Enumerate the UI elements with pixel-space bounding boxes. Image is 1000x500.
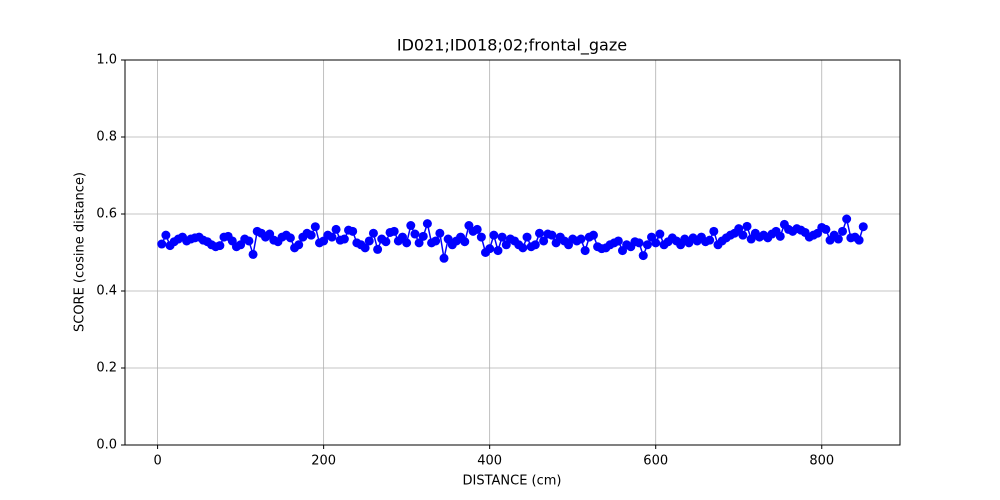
data-point [838,226,848,236]
data-point [414,238,424,248]
y-tick-label: 0.8 [96,130,117,145]
data-point [518,243,528,253]
x-axis-label: DISTANCE (cm) [462,474,561,489]
y-tick-label: 0.2 [96,361,117,376]
data-point [418,231,428,241]
x-tick-label: 400 [477,454,502,469]
y-tick-label: 0.4 [96,284,117,299]
data-point [588,230,598,240]
data-point [310,222,320,232]
data-point [854,235,864,245]
data-point [613,236,623,246]
data-point [534,228,544,238]
data-point [705,235,715,245]
data-point [157,239,167,249]
data-point [402,238,412,248]
data-point [364,236,374,246]
data-point [858,222,868,232]
data-point [547,230,557,240]
data-point [348,226,358,236]
data-point [381,237,391,247]
data-point [439,253,449,263]
data-point [734,224,744,234]
data-point [485,244,495,254]
data-point [522,232,532,242]
data-point [833,234,843,244]
data-point [339,234,349,244]
y-tick-label: 0.6 [96,207,117,222]
data-point [161,230,171,240]
data-point [493,246,503,256]
data-point [373,244,383,254]
data-point [709,226,719,236]
data-point [331,224,341,234]
data-point [472,224,482,234]
data-point [738,230,748,240]
data-point [497,232,507,242]
data-point [410,229,420,239]
data-point [285,233,295,243]
data-point [489,230,499,240]
y-axis-label: SCORE (cosine distance) [73,172,88,332]
data-point [634,238,644,248]
plot-frame [124,59,901,446]
data-point [431,236,441,246]
data-point [248,249,258,259]
data-point [360,243,370,253]
y-tick-label: 1.0 [96,53,117,68]
chart-title: ID021;ID018;02;frontal_gaze [397,36,627,56]
data-point [215,241,225,251]
x-tick-label: 600 [643,454,668,469]
data-point [460,237,470,247]
data-point [638,251,648,261]
data-point [244,236,254,246]
data-point [576,234,586,244]
data-point [327,232,337,242]
data-point [642,240,652,250]
data-point [651,238,661,248]
data-point [821,224,831,234]
data-point [368,228,378,238]
data-point [422,219,432,229]
x-tick-label: 800 [809,454,834,469]
y-tick-label: 0.0 [96,438,117,453]
data-point [406,221,416,231]
data-point [389,226,399,236]
data-point [294,240,304,250]
data-point [742,221,752,231]
data-point [306,230,316,240]
data-point [539,236,549,246]
data-point [530,240,540,250]
data-point [775,231,785,241]
data-point [476,232,486,242]
data-point [580,246,590,256]
data-point [435,228,445,238]
data-point [842,214,852,224]
x-tick-label: 0 [153,454,161,469]
data-point [655,229,665,239]
x-tick-label: 200 [311,454,336,469]
